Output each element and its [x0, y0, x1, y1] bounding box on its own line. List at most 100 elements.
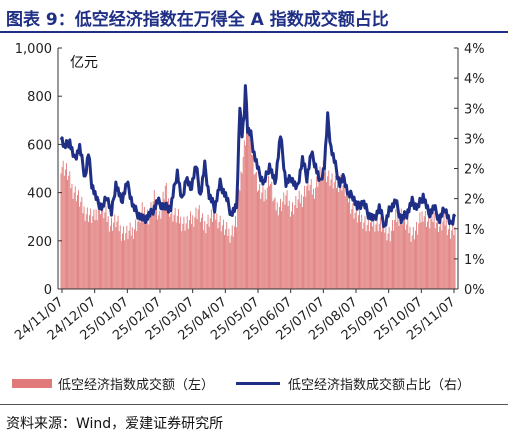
bar [307, 175, 309, 289]
bar [134, 229, 135, 289]
bar [150, 202, 152, 289]
legend-bar-swatch [12, 379, 52, 388]
bar [203, 230, 205, 289]
bar [109, 225, 111, 289]
bar [311, 194, 313, 289]
bar [141, 202, 143, 289]
bar [209, 218, 211, 289]
bar [172, 221, 174, 289]
bar [255, 171, 257, 289]
bar [232, 236, 234, 289]
bar [334, 175, 336, 289]
bar [263, 201, 265, 289]
bar [152, 201, 154, 289]
bar [302, 207, 303, 289]
bar [177, 208, 179, 289]
bar [357, 215, 359, 289]
bar [206, 223, 208, 289]
bar [94, 220, 96, 289]
bar [175, 222, 177, 289]
bar [288, 200, 290, 289]
right-tick-label: 3% [464, 132, 485, 147]
title-divider [0, 31, 508, 33]
bar [184, 230, 186, 289]
bar [344, 195, 346, 289]
bar [443, 212, 445, 289]
bar [360, 222, 362, 289]
right-tick-label: 2% [464, 193, 485, 208]
bar [235, 216, 236, 289]
bar [176, 215, 178, 289]
bar [413, 239, 415, 289]
bar [64, 169, 66, 289]
bar [402, 219, 404, 289]
bar [228, 228, 230, 289]
bar [283, 192, 285, 289]
bar [349, 197, 351, 289]
bar [343, 180, 345, 289]
bar [138, 211, 140, 289]
bar [83, 206, 85, 289]
bar [181, 231, 183, 289]
bar [424, 210, 426, 289]
bar [351, 208, 353, 289]
bar [194, 217, 196, 289]
bar [218, 222, 220, 289]
bar [140, 212, 142, 289]
bar [284, 204, 286, 289]
bar [398, 225, 400, 289]
bar [75, 201, 77, 289]
bar [251, 155, 253, 289]
bar [100, 214, 101, 289]
bar [440, 217, 442, 289]
bar [370, 222, 371, 289]
bar [454, 226, 456, 289]
bar [96, 220, 98, 289]
bar [451, 230, 453, 289]
bar [128, 230, 130, 289]
bar [328, 170, 330, 289]
bar [452, 222, 454, 289]
bar [260, 198, 262, 289]
bar [182, 223, 184, 289]
bar [315, 187, 317, 289]
bar [419, 212, 421, 289]
bar [101, 208, 103, 289]
bar [153, 190, 155, 289]
bar [418, 223, 420, 289]
left-tick-label: 400 [27, 187, 52, 202]
bar [408, 233, 410, 289]
bar [320, 178, 322, 289]
legend-bar-label: 低空经济指数成交额（左） [58, 378, 215, 393]
bar [105, 206, 107, 289]
bar [327, 176, 329, 289]
bar [338, 192, 340, 289]
bar [237, 208, 239, 289]
bar [322, 160, 324, 289]
bar [102, 202, 104, 289]
bar [363, 222, 365, 289]
bar [192, 215, 194, 289]
bar [281, 210, 283, 289]
bar [359, 208, 360, 289]
bar [305, 196, 307, 289]
bar [348, 202, 349, 289]
right-tick-label: 3% [464, 102, 485, 117]
bar [207, 214, 209, 289]
bar [61, 167, 63, 289]
bar [114, 214, 116, 289]
bar [333, 182, 335, 289]
bar [98, 198, 100, 289]
bar [401, 224, 403, 289]
bar [375, 224, 377, 289]
bar [120, 240, 122, 289]
bar [444, 225, 446, 289]
bar [169, 216, 171, 289]
bar [82, 213, 84, 289]
bar [118, 231, 120, 289]
bar [367, 218, 369, 289]
bar [449, 223, 450, 289]
source-note: 资料来源：Wind，爱建证券研究所 [6, 416, 224, 432]
bar [106, 222, 108, 289]
bar [297, 199, 299, 289]
